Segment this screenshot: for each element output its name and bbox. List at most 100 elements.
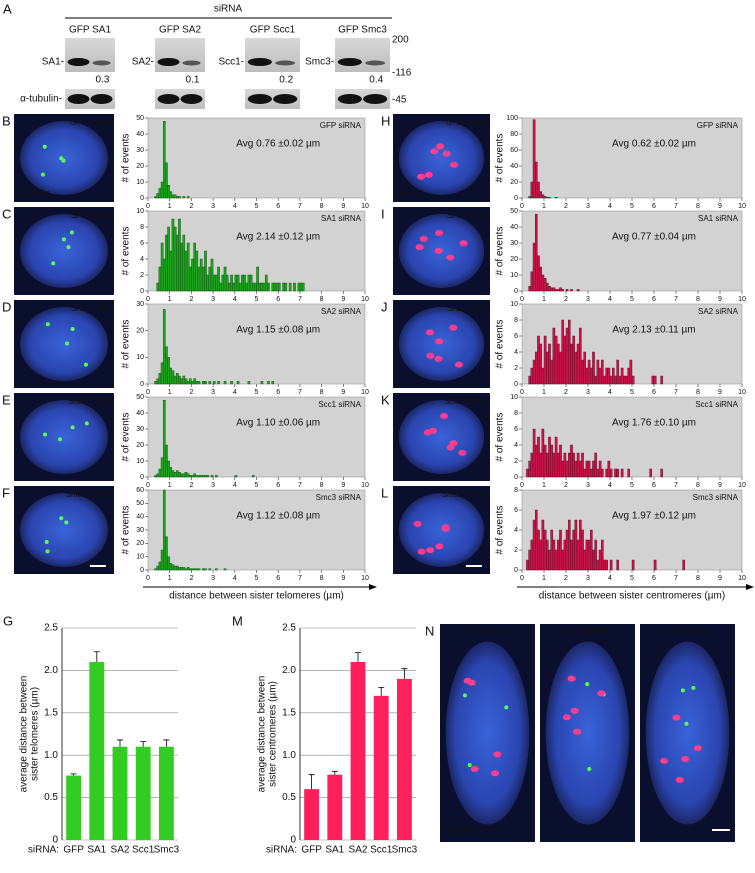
- nucleus: [445, 641, 530, 825]
- bar: [396, 678, 412, 840]
- panel-letter: B: [2, 113, 11, 128]
- histogram-bar: [614, 375, 617, 385]
- histogram-bar: [559, 351, 562, 385]
- image-label: GFP siRNA: [466, 627, 508, 636]
- histogram-bar: [526, 468, 529, 478]
- panel-letter: K: [381, 392, 390, 407]
- x-tick-label: 4: [233, 296, 237, 303]
- image-label: Smc3 siRNA: [442, 490, 488, 499]
- loading-label: α-tubulin-: [20, 94, 62, 105]
- x-tick-label: 4: [608, 482, 612, 489]
- lane-labels: GFP Smc3: [338, 25, 387, 36]
- y-tick-label: 1.0: [282, 750, 296, 761]
- histogram-bar: [165, 444, 168, 478]
- telomere-spot: [691, 685, 696, 690]
- centromere-spot: [458, 449, 467, 456]
- x-tick-label: 9: [718, 575, 722, 582]
- histogram-bar: [581, 359, 584, 385]
- histogram-bar: [254, 282, 257, 292]
- centromere-spot: [660, 757, 669, 764]
- histogram-bar: [532, 359, 536, 385]
- histogram-bar: [548, 549, 551, 571]
- x-tick-label: 9: [718, 296, 722, 303]
- image-label: Scc1 siRNA: [444, 397, 487, 406]
- histogram-bar: [202, 266, 205, 292]
- histogram-bar: [186, 196, 190, 199]
- x-tick-label: 10: [361, 389, 369, 396]
- blot: [335, 38, 390, 72]
- y-axis-label: # of events: [495, 413, 506, 462]
- x-tick-label: 2: [189, 389, 193, 396]
- nucleus: [398, 121, 485, 195]
- histogram-bar: [273, 282, 277, 292]
- x-tick-label: 1: [542, 575, 546, 582]
- histogram-bar: [585, 539, 589, 571]
- bar: [158, 746, 174, 840]
- histogram-bar: [193, 242, 196, 292]
- histogram-bar: [543, 444, 547, 478]
- histogram-bar: [570, 444, 573, 478]
- y-axis-label: # of events: [495, 320, 506, 369]
- histogram-bar: [284, 282, 288, 292]
- x-tick-label: 7: [298, 203, 302, 210]
- band: [92, 60, 111, 66]
- centromere-spot: [450, 161, 459, 168]
- histogram-bar: [162, 489, 166, 571]
- y-tick-label: 0: [514, 195, 518, 202]
- histogram-bar: [178, 567, 181, 571]
- histogram-bar: [204, 568, 207, 571]
- blot: [65, 38, 115, 72]
- histogram-bar: [574, 460, 578, 478]
- histogram-bar: [202, 381, 205, 385]
- y-tick-label: 2.0: [282, 665, 296, 676]
- histogram-bar: [169, 467, 173, 478]
- histogram-bar: [631, 375, 635, 385]
- histogram-bar: [182, 375, 186, 385]
- centromere-spot: [573, 728, 582, 735]
- y-tick-label: 4: [514, 349, 518, 356]
- histogram-bar: [230, 381, 233, 385]
- telomere-spot: [83, 362, 88, 367]
- histogram-bar: [176, 234, 179, 292]
- histogram-bar: [301, 282, 305, 292]
- histogram-bar: [616, 359, 619, 385]
- y-axis-label: average distance between: [19, 676, 30, 793]
- x-tick-label: 7: [674, 482, 678, 489]
- centromere-spot: [426, 352, 435, 359]
- image-label: GFP siRNA: [70, 118, 112, 127]
- histogram-bar: [180, 242, 183, 292]
- plot-area: [147, 396, 366, 478]
- y-tick-label: 50: [136, 115, 144, 122]
- histogram-bar: [162, 309, 166, 385]
- x-tick-label: 8: [320, 575, 324, 582]
- histogram-bar: [262, 282, 266, 292]
- x-tick-label: 10: [738, 482, 746, 489]
- histogram-bar: [552, 452, 556, 478]
- histogram-bar: [552, 539, 556, 571]
- histogram-bar: [165, 162, 168, 199]
- histogram-bar: [572, 335, 575, 385]
- histogram-bar: [176, 565, 179, 571]
- centromere-spot: [413, 520, 422, 527]
- x-tick-label: 3: [211, 575, 215, 582]
- x-tick-label: 6: [652, 296, 656, 303]
- histogram-bar: [162, 258, 166, 292]
- histogram-bar: [590, 367, 593, 385]
- annotation: Avg 1.10 ±0.06 µm: [236, 418, 320, 429]
- histogram-bar: [193, 568, 196, 571]
- x-tick-label: 10: [361, 482, 369, 489]
- x-tick-label: SA1: [325, 845, 344, 856]
- y-tick-label: 60: [510, 147, 518, 154]
- histogram-bar: [581, 529, 584, 571]
- x-tick-label: 5: [255, 203, 259, 210]
- histogram-bar: [583, 549, 586, 571]
- x-tick-label: GFP: [301, 845, 322, 856]
- x-tick-label: 4: [608, 203, 612, 210]
- lane-labels: GFP SA1: [69, 25, 111, 36]
- band: [247, 58, 272, 66]
- ratio: 0.3: [96, 75, 110, 86]
- histogram-bar: [601, 359, 604, 385]
- telomere-spot: [467, 762, 472, 767]
- histogram-bar: [660, 375, 663, 385]
- y-axis-label: # of events: [495, 134, 506, 183]
